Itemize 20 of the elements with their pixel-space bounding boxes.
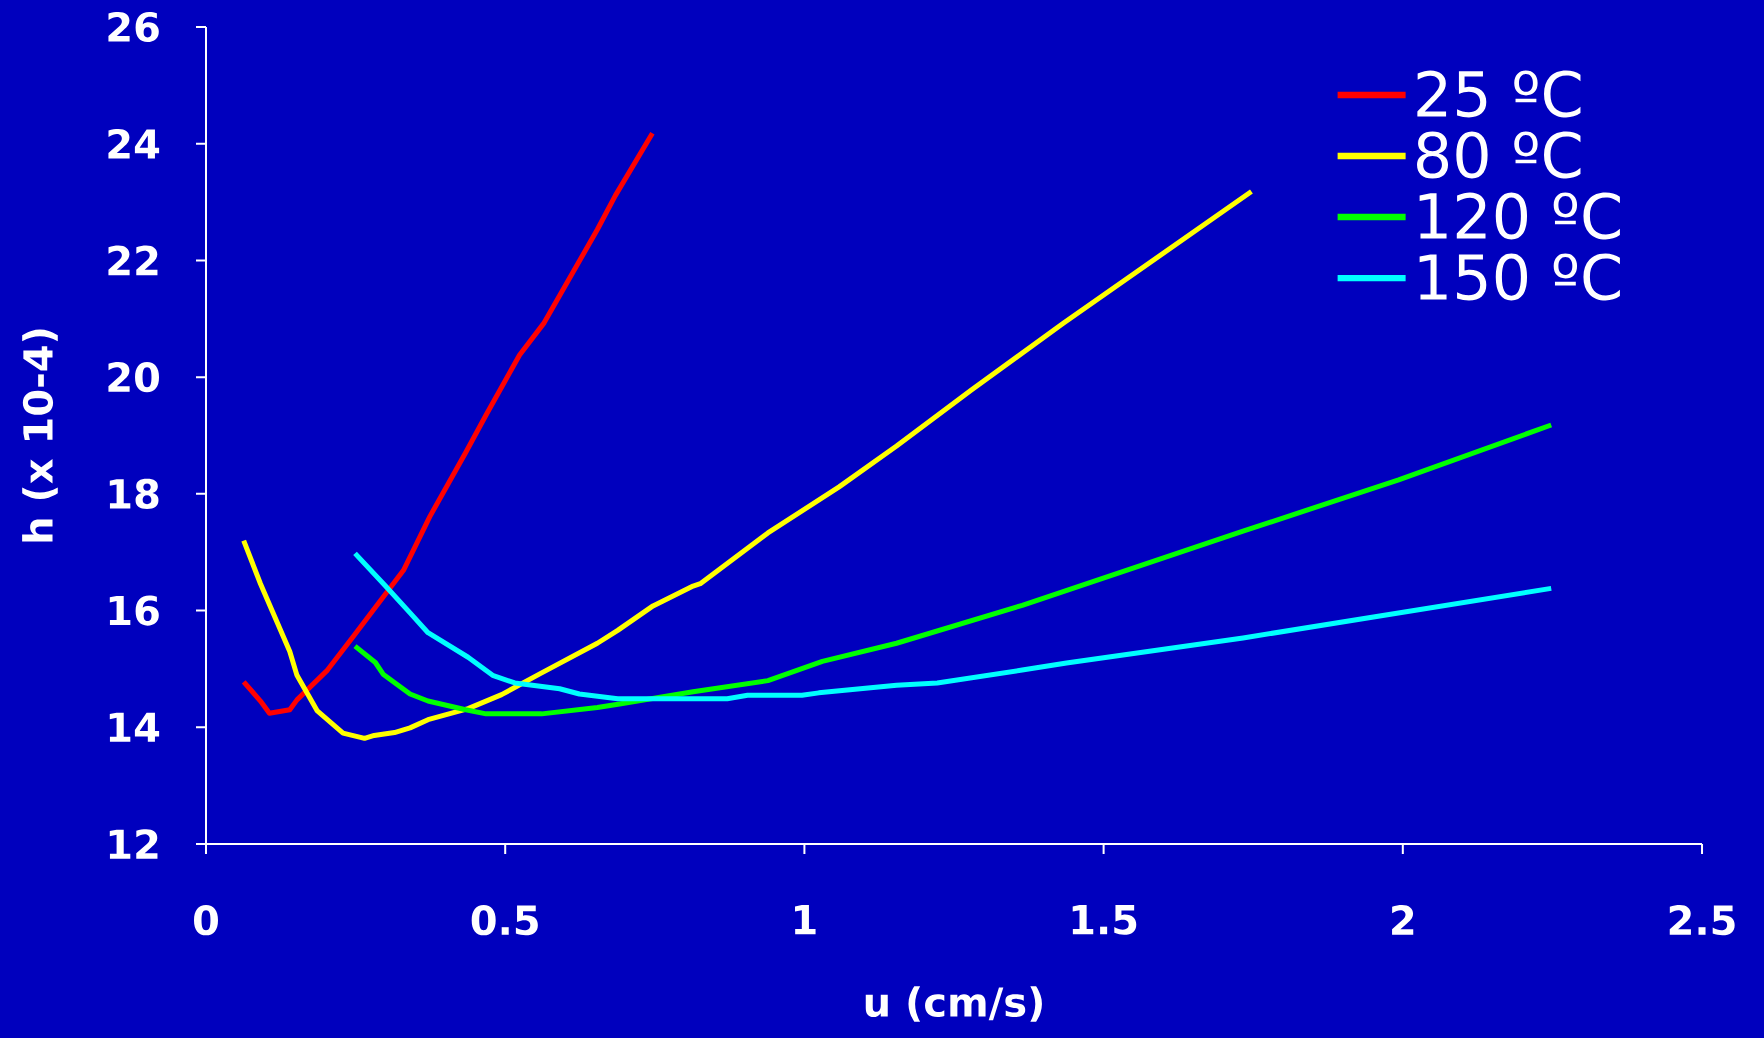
legend-label: 80 ºC	[1417, 131, 1581, 179]
y-tick-label: 12	[109, 829, 158, 859]
y-tick-label: 20	[108, 362, 160, 393]
x-tick-label: 0	[194, 905, 218, 936]
y-tick-label: 26	[108, 11, 159, 43]
legend-label: 120 ºC	[1419, 192, 1620, 240]
x-tick-label: 2.5	[1669, 905, 1735, 936]
y-tick-label: 22	[108, 245, 158, 276]
x-tick-label: 1.5	[1072, 905, 1137, 935]
y-tick-label: 24	[108, 128, 160, 159]
x-tick-label: 0.5	[471, 905, 538, 936]
y-tick-label: 18	[109, 478, 159, 509]
x-tick-label: 1	[795, 905, 816, 935]
y-axis-title: h (x 10-4)	[22, 329, 58, 542]
legend-label: 25 ºC	[1417, 70, 1581, 118]
x-axis-title: u (cm/s)	[865, 986, 1042, 1022]
x-tick-label: 2	[1392, 905, 1414, 935]
y-tick-label: 16	[109, 595, 159, 626]
legend-label: 150 ºC	[1419, 253, 1620, 301]
y-tick-label: 14	[109, 712, 160, 742]
